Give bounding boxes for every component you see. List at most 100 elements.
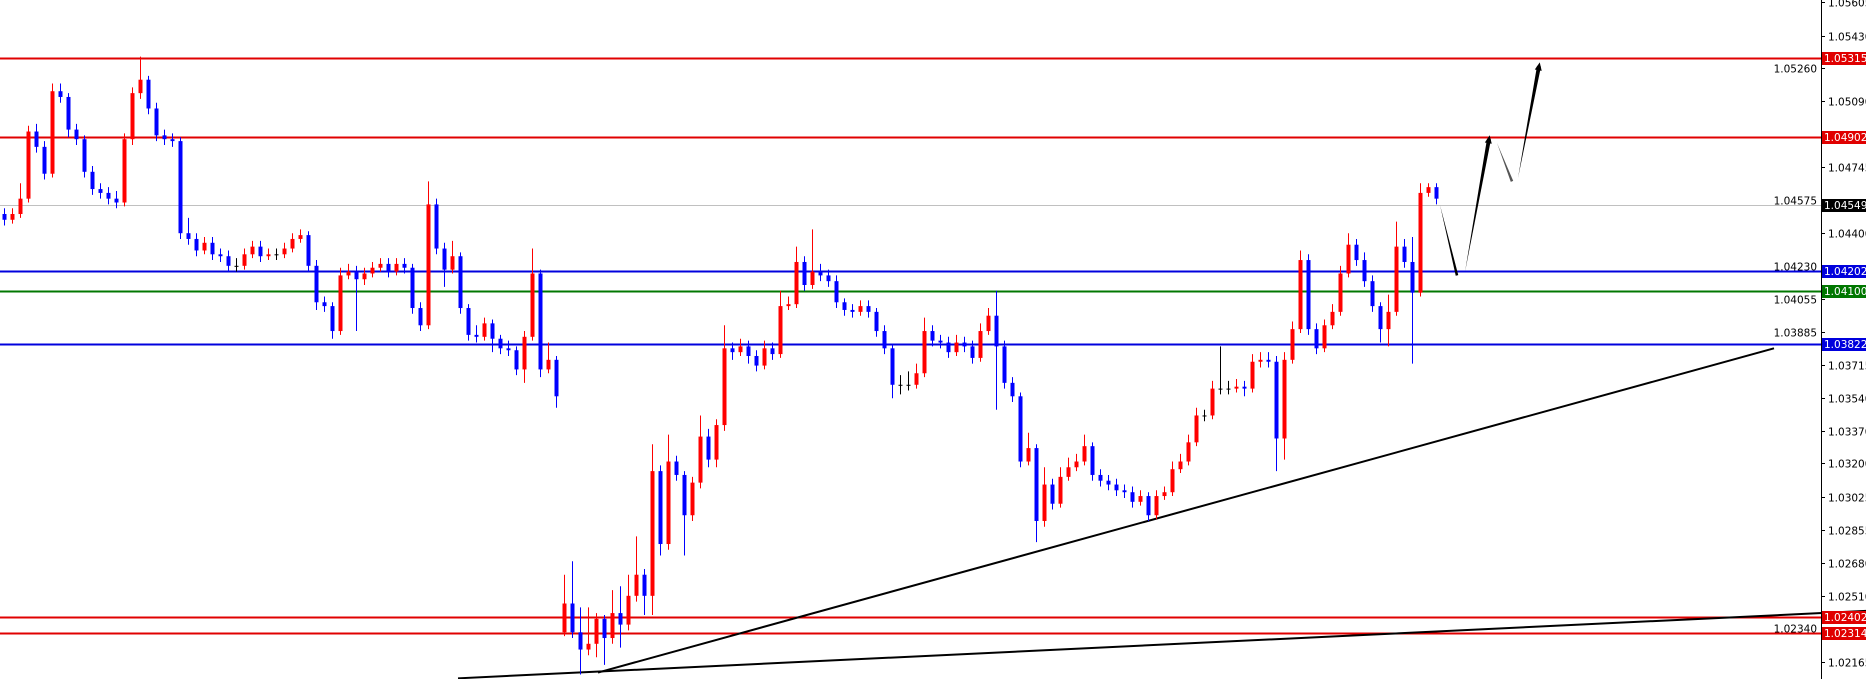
candle-body — [658, 471, 663, 545]
candle-body — [1290, 329, 1295, 360]
candle-body — [146, 79, 151, 109]
candle — [1034, 444, 1039, 543]
candle — [442, 242, 447, 287]
candle — [658, 465, 663, 556]
candle — [1298, 250, 1303, 333]
candle — [210, 237, 215, 261]
candle — [1354, 238, 1359, 266]
candle-body — [1066, 467, 1071, 477]
candle-body — [506, 348, 511, 351]
tick-label: 1.04055 — [1774, 295, 1817, 307]
candle-body — [1194, 415, 1199, 443]
candle — [1338, 265, 1343, 316]
candle — [1258, 352, 1263, 368]
trendline[interactable] — [597, 347, 1775, 674]
level-label-box — [1822, 611, 1866, 624]
candle-body — [1138, 496, 1143, 502]
candle-body — [754, 355, 759, 366]
candle — [282, 242, 287, 259]
candle — [178, 137, 183, 239]
candle-body — [530, 273, 535, 337]
candle — [1210, 380, 1215, 420]
candle — [226, 250, 231, 272]
candle-body — [538, 273, 543, 370]
candle-body — [1250, 361, 1255, 389]
level-label: 1.04100 — [1824, 286, 1866, 298]
tick-label: 1.05090 — [1828, 97, 1866, 109]
candle — [1114, 478, 1119, 497]
candle-body — [522, 336, 527, 370]
candle — [322, 296, 327, 312]
level-label: 1.04549 — [1824, 200, 1866, 212]
candle — [1266, 352, 1271, 368]
candle-body — [1242, 386, 1247, 389]
candle-body — [1050, 484, 1055, 504]
candle — [1186, 434, 1191, 466]
candle — [1090, 442, 1095, 481]
candle-body — [98, 189, 103, 193]
candle — [1074, 453, 1079, 472]
candle-body — [274, 254, 279, 256]
tick-label: 1.04745 — [1828, 163, 1866, 175]
candle-body — [1026, 448, 1031, 462]
tick-label: 1.04575 — [1774, 196, 1817, 208]
candle-body — [18, 198, 23, 215]
candle-body — [458, 256, 463, 309]
candle-body — [1154, 496, 1159, 516]
candle-body — [858, 306, 863, 312]
candle-body — [762, 348, 767, 366]
candle-body — [418, 308, 423, 326]
candle-body — [58, 91, 63, 97]
candle-body — [826, 275, 831, 282]
candle-body — [666, 461, 671, 545]
tick-label: 1.03370 — [1828, 427, 1866, 439]
candle-body — [586, 643, 591, 650]
candle-body — [1074, 461, 1079, 468]
candle — [242, 248, 247, 270]
trendline[interactable] — [457, 609, 1866, 679]
candle-body — [1210, 388, 1215, 416]
candle-body — [594, 618, 599, 644]
candle-body — [162, 135, 167, 140]
candle — [762, 340, 767, 370]
candle — [834, 275, 839, 309]
arrow-up-icon — [1465, 138, 1491, 272]
candle — [1274, 355, 1279, 472]
candle — [498, 334, 503, 355]
level-label: 1.02314 — [1824, 628, 1866, 640]
candle-body — [50, 91, 55, 174]
candle — [914, 363, 919, 389]
candle-body — [1410, 261, 1415, 293]
candle-body — [1226, 388, 1231, 390]
level-label: 1.02402 — [1824, 612, 1866, 624]
candle — [866, 300, 871, 318]
tick-label: 1.02165 — [1828, 658, 1866, 670]
candle — [562, 574, 567, 637]
candle — [162, 129, 167, 145]
candle-body — [834, 281, 839, 303]
candle — [1202, 409, 1207, 422]
candle — [154, 102, 159, 142]
candle — [82, 135, 87, 178]
candle — [578, 607, 583, 675]
arrowhead-icon — [1484, 135, 1492, 144]
candle-body — [1114, 484, 1119, 491]
candle — [1106, 474, 1111, 491]
candle-body — [514, 350, 519, 370]
candles — [2, 56, 1439, 675]
candle — [754, 350, 759, 372]
candle-body — [1202, 415, 1207, 417]
tick-label: 1.03025 — [1828, 493, 1866, 505]
candle — [1194, 407, 1199, 447]
tick-label: 1.03540 — [1828, 394, 1866, 406]
candle — [18, 183, 23, 218]
candle — [1162, 486, 1167, 500]
candle-body — [962, 342, 967, 347]
candle — [730, 342, 735, 360]
candle-body — [114, 198, 119, 203]
candle — [1122, 484, 1127, 498]
candle — [1282, 352, 1287, 460]
candle — [1370, 275, 1375, 312]
tick-label: 1.04230 — [1774, 262, 1817, 274]
candle — [274, 248, 279, 261]
